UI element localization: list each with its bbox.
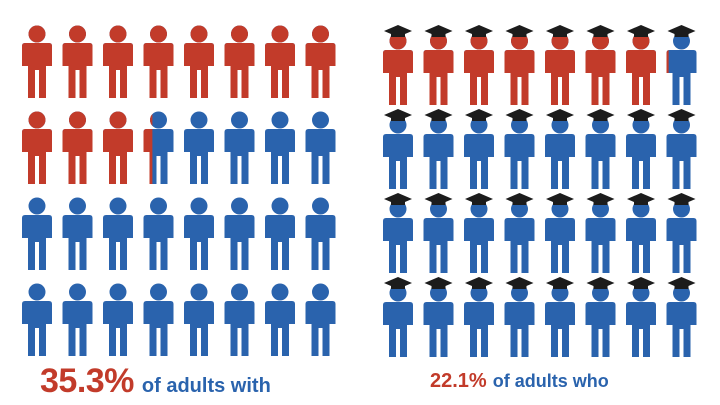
- graduate-person-icon: [626, 109, 656, 189]
- person-icon: [265, 111, 295, 184]
- person-icon: [103, 283, 133, 356]
- graduate-person-icon: [545, 277, 575, 357]
- graduate-person-icon: [464, 193, 494, 273]
- person-icon: [184, 111, 214, 184]
- graduate-person-icon: [545, 193, 575, 273]
- graduate-person-icon: [464, 277, 494, 357]
- person-icon: [265, 197, 295, 270]
- person-icon: [22, 283, 52, 356]
- graduate-person-icon: [423, 109, 454, 189]
- graduate-person-icon: [423, 25, 454, 105]
- person-icon: [184, 25, 214, 98]
- person-icon: [184, 197, 214, 270]
- graduate-person-icon: [585, 277, 616, 357]
- graduate-person-icon: [504, 277, 535, 357]
- person-icon: [224, 283, 255, 356]
- person-icon: [143, 197, 174, 270]
- person-icon: [143, 25, 174, 98]
- graduate-person-icon: [504, 109, 535, 189]
- right-caption-text: of adults who: [492, 371, 609, 391]
- left-caption-text: of adults with: [141, 375, 271, 397]
- graduate-person-icon: [383, 193, 413, 273]
- right-caption: 22.1% of adults who: [430, 370, 609, 393]
- right-pictograph: [383, 25, 697, 357]
- person-icon: [265, 25, 295, 98]
- graduate-person-icon: [585, 25, 616, 105]
- person-icon: [103, 197, 133, 270]
- left-caption-value: 35.3%: [40, 362, 134, 400]
- graduate-person-icon: [504, 25, 535, 105]
- person-icon: [305, 283, 336, 356]
- graduate-person-icon: [585, 109, 616, 189]
- graduate-person-icon: [626, 277, 656, 357]
- person-icon: [143, 111, 174, 184]
- person-icon: [22, 197, 52, 270]
- person-icon: [143, 283, 174, 356]
- left-pictograph: [22, 25, 336, 356]
- graduate-person-icon: [666, 277, 697, 357]
- person-icon: [305, 197, 336, 270]
- person-icon: [62, 283, 93, 356]
- right-caption-value: 22.1%: [430, 370, 487, 392]
- person-icon: [305, 25, 336, 98]
- person-icon: [22, 111, 52, 184]
- person-icon: [62, 25, 93, 98]
- graduate-person-icon: [626, 25, 656, 105]
- graduate-person-icon: [666, 109, 697, 189]
- person-icon: [184, 283, 214, 356]
- person-icon: [224, 197, 255, 270]
- person-icon: [62, 111, 93, 184]
- left-caption: 35.3% of adults with: [40, 362, 271, 401]
- graduate-person-icon: [504, 193, 535, 273]
- graduate-person-icon: [545, 25, 575, 105]
- person-icon: [103, 111, 133, 184]
- graduate-person-icon: [423, 277, 454, 357]
- person-icon: [265, 283, 295, 356]
- graduate-person-icon: [383, 25, 413, 105]
- person-icon: [305, 111, 336, 184]
- graduate-person-icon: [383, 277, 413, 357]
- person-icon: [62, 197, 93, 270]
- person-icon: [103, 25, 133, 98]
- graduate-person-icon: [666, 193, 697, 273]
- person-icon: [224, 25, 255, 98]
- graduate-person-icon: [464, 109, 494, 189]
- graduate-person-icon: [585, 193, 616, 273]
- graduate-person-icon: [383, 109, 413, 189]
- graduate-person-icon: [666, 25, 697, 105]
- graduate-person-icon: [423, 193, 454, 273]
- person-icon: [22, 25, 52, 98]
- graduate-person-icon: [464, 25, 494, 105]
- graduate-person-icon: [626, 193, 656, 273]
- graduate-person-icon: [545, 109, 575, 189]
- person-icon: [224, 111, 255, 184]
